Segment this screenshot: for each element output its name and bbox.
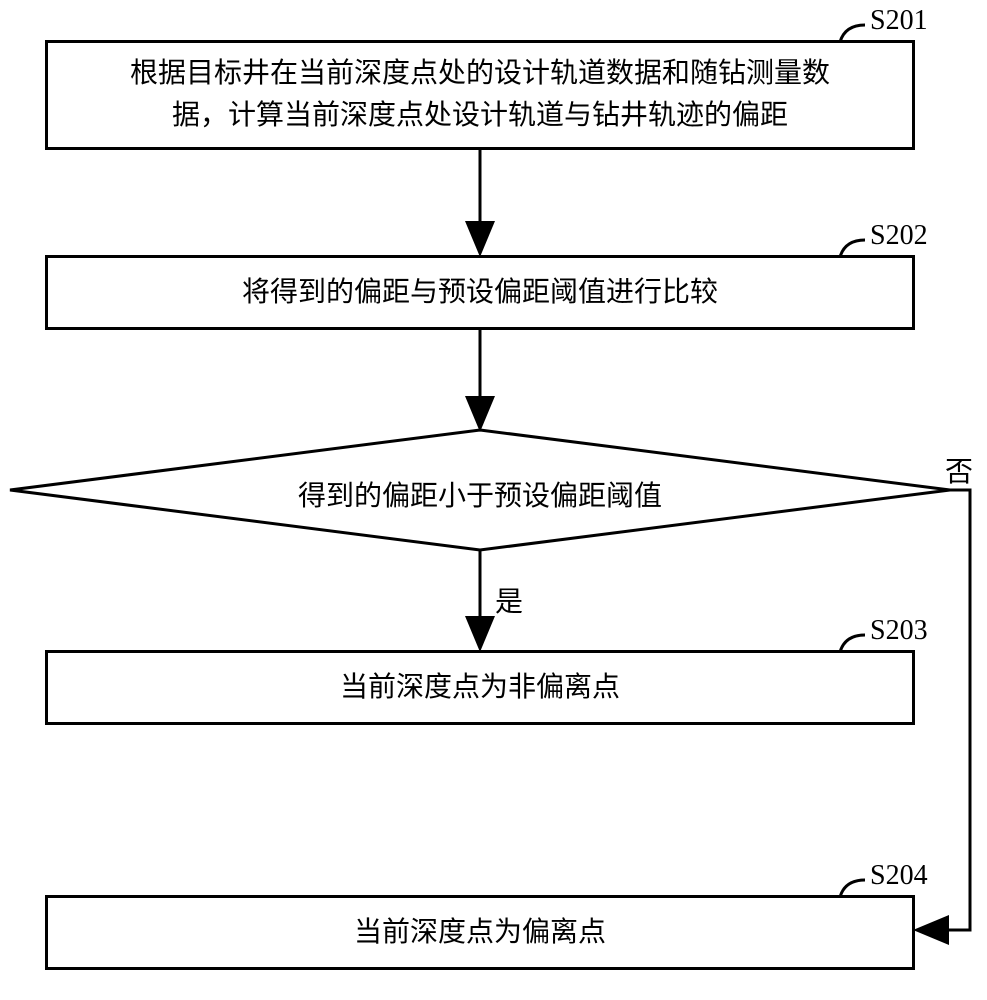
node-s202-text: 将得到的偏距与预设偏距阈值进行比较 (242, 272, 718, 314)
step-label-s202: S202 (870, 220, 928, 252)
flowchart-canvas: 根据目标井在当前深度点处的设计轨道数据和随钻测量数 据，计算当前深度点处设计轨道… (0, 0, 987, 1000)
node-s201-line1: 根据目标井在当前深度点处的设计轨道数据和随钻测量数 (130, 58, 830, 89)
node-s203-text: 当前深度点为非偏离点 (340, 667, 620, 709)
node-s204: 当前深度点为偏离点 (45, 895, 915, 970)
node-s204-text: 当前深度点为偏离点 (354, 912, 606, 954)
node-decision-text: 得到的偏距小于预设偏距阈值 (0, 474, 960, 514)
node-s203: 当前深度点为非偏离点 (45, 650, 915, 725)
step-label-s203: S203 (870, 615, 928, 647)
edge-label-yes: 是 (495, 580, 523, 620)
node-s201-line2: 据，计算当前深度点处设计轨道与钻井轨迹的偏距 (172, 100, 788, 131)
node-s201: 根据目标井在当前深度点处的设计轨道数据和随钻测量数 据，计算当前深度点处设计轨道… (45, 40, 915, 150)
step-label-s204: S204 (870, 860, 928, 892)
step-label-s201: S201 (870, 5, 928, 37)
node-s202: 将得到的偏距与预设偏距阈值进行比较 (45, 255, 915, 330)
edge-label-no: 否 (945, 450, 973, 490)
